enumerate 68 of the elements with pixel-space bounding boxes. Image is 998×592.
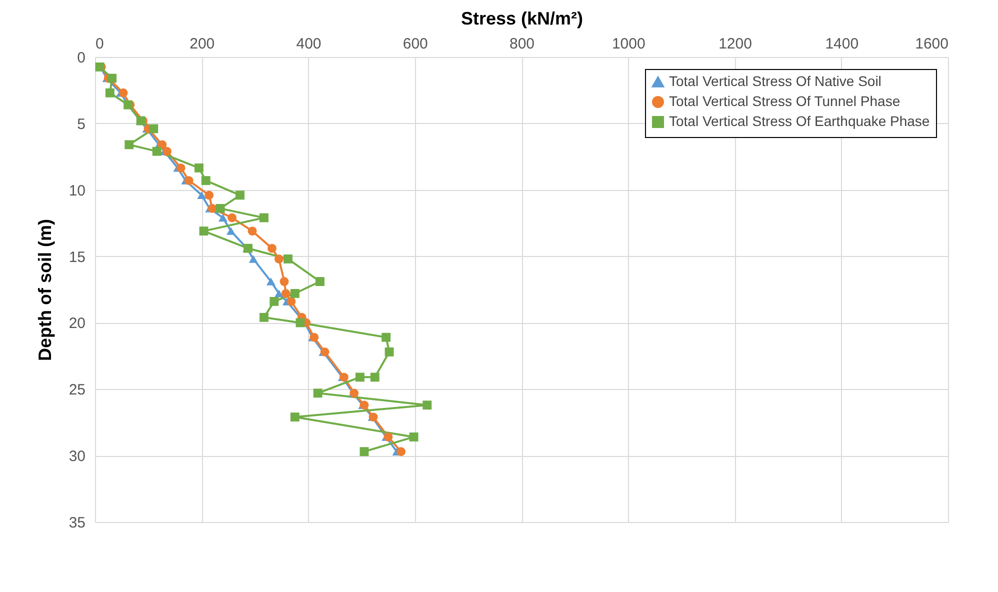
point (284, 254, 292, 264)
point (149, 124, 158, 134)
point (313, 388, 322, 398)
point (204, 190, 214, 200)
point (382, 332, 391, 342)
point (124, 140, 134, 150)
point (268, 244, 276, 253)
point (162, 146, 172, 156)
point (355, 372, 364, 382)
point (197, 191, 206, 200)
legend-label: Total Vertical Stress Of Native Soil (669, 73, 882, 89)
x-tick-label: 1400 (825, 36, 859, 52)
point (248, 226, 257, 236)
y-tick-label: 0 (77, 50, 86, 66)
point (118, 88, 128, 98)
point (316, 277, 324, 286)
x-tick-label: 1600 (915, 36, 948, 52)
point (281, 289, 290, 298)
point (199, 226, 208, 236)
legend-label: Total Vertical Stress Of Earthquake Phase (669, 113, 930, 129)
x-tick-label: 200 (190, 36, 215, 52)
point (194, 163, 204, 172)
x-tick-label: 0 (96, 36, 104, 52)
y-tick-label: 25 (68, 382, 86, 399)
point (201, 176, 210, 186)
point (248, 255, 258, 263)
point (280, 277, 289, 286)
x-axis-title: Stress (kN/m²) (460, 8, 584, 28)
point (218, 214, 228, 222)
point (260, 213, 268, 222)
y-axis-title: Depth of soil (m) (34, 219, 55, 361)
point (228, 213, 236, 222)
point (226, 227, 236, 235)
legend-label: Total Vertical Stress Of Tunnel Phase (669, 93, 900, 109)
point (296, 318, 305, 328)
x-tick-label: 400 (296, 36, 322, 52)
y-tick-label: 35 (68, 514, 86, 532)
point (236, 190, 244, 200)
point (286, 296, 296, 306)
point (396, 447, 406, 456)
point (370, 372, 380, 382)
y-tick-label: 20 (68, 315, 86, 332)
x-tick-label: 600 (402, 36, 428, 52)
point (422, 400, 432, 410)
point (290, 412, 300, 422)
point (176, 163, 186, 172)
point (290, 289, 300, 298)
y-tick-label: 30 (68, 448, 86, 466)
point (184, 176, 194, 186)
point (274, 290, 284, 298)
point (274, 254, 284, 264)
x-tick-label: 1000 (612, 36, 646, 52)
point (216, 204, 225, 213)
y-tick-label: 5 (77, 116, 86, 133)
point (105, 88, 114, 98)
point (266, 278, 276, 286)
point (152, 146, 162, 156)
x-tick-label: 1200 (718, 36, 752, 52)
point (384, 347, 394, 356)
point (208, 204, 217, 213)
x-tick-label: 800 (509, 36, 535, 52)
point (270, 296, 279, 306)
y-tick-label: 10 (68, 182, 86, 200)
point (260, 312, 268, 322)
point (409, 432, 418, 442)
y-tick-label: 15 (68, 248, 86, 266)
point (108, 74, 117, 83)
point (360, 447, 369, 456)
